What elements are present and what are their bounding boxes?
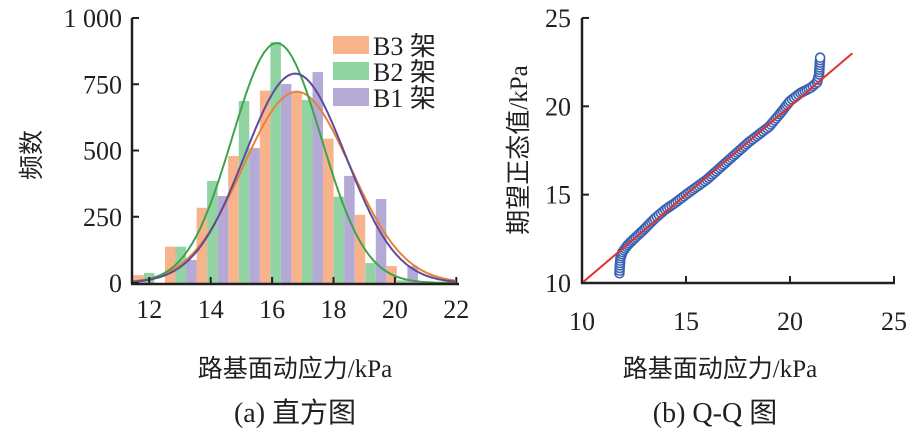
qq-point [814,52,826,64]
x-tick-label: 10 [569,307,595,336]
y-tick-label: 1 000 [64,4,123,33]
x-tick-label: 16 [259,295,285,324]
y-tick-label: 10 [545,269,571,298]
y-tick-label: 250 [83,203,122,232]
histogram-bar [186,259,197,283]
x-tick-label: 18 [321,295,347,324]
histogram-bar [280,83,292,283]
x-tick-label: 20 [777,307,803,336]
legend: B3 架B2 架B1 架 [333,32,436,113]
legend-label: B1 架 [373,84,436,113]
histogram-bar [164,246,176,283]
histogram-bar [291,92,302,283]
x-tick-label: 15 [673,307,699,336]
y-tick-label: 15 [545,181,571,210]
histogram-ticks: 12 14 16 18 20 22 0 250 500 750 1 000 [64,4,470,324]
histogram-caption: (a) 直方图 [234,397,356,429]
fit-curves [132,42,455,284]
histogram-bar [259,90,271,283]
legend-label: B2 架 [373,58,436,87]
x-tick-label: 14 [198,295,224,324]
x-tick-label: 12 [136,295,162,324]
qq-y-label: 期望正态值/kPa [505,65,533,234]
qq-ticks: 10 15 20 25 10 15 20 25 [545,4,907,336]
histogram-bar [354,214,366,283]
histogram-x-label: 路基面动应力/kPa [198,355,392,383]
y-tick-label: 750 [83,70,122,99]
reference-line [581,52,854,284]
histogram-bar [207,180,218,283]
histogram-bar [375,198,387,283]
y-tick-label: 500 [83,137,122,166]
y-tick-label: 0 [109,269,122,298]
histogram-bars [133,42,418,283]
histogram-bar [249,148,260,283]
x-tick-label: 20 [382,295,408,324]
qq-plot: 10 15 20 25 10 15 20 25 路基面动应力/kPa 期望正态值/kPa (b… [505,4,907,429]
histogram-bar [238,100,250,283]
histogram-chart: 12 14 16 18 20 22 0 250 500 750 1 000 B3 架B2 架B1 架… [18,4,469,429]
fit-curve [132,42,455,284]
legend-swatch [333,36,369,54]
fit-curve [132,90,455,283]
qq-caption: (b) Q-Q 图 [653,398,777,429]
histogram-bar [301,99,313,283]
fit-curve [132,72,455,283]
histogram-bar [333,196,345,283]
y-tick-label: 20 [545,92,571,121]
histogram-bar [312,72,324,283]
legend-swatch [333,88,369,106]
histogram-bar [344,175,355,283]
histogram-bar [323,138,334,283]
histogram-bar [407,266,418,283]
histogram-bar [365,263,376,283]
y-tick-label: 25 [545,4,571,33]
histogram-bar [133,275,144,283]
legend-label: B3 架 [373,32,436,61]
histogram-bar [396,280,408,283]
x-tick-label: 22 [443,295,469,324]
histogram-bar [217,196,229,283]
legend-swatch [333,62,369,80]
histogram-bar [228,156,239,283]
qq-x-label: 路基面动应力/kPa [623,355,817,383]
histogram-bar [270,42,281,283]
x-tick-label: 25 [881,307,907,336]
histogram-y-label: 频数 [18,130,46,180]
